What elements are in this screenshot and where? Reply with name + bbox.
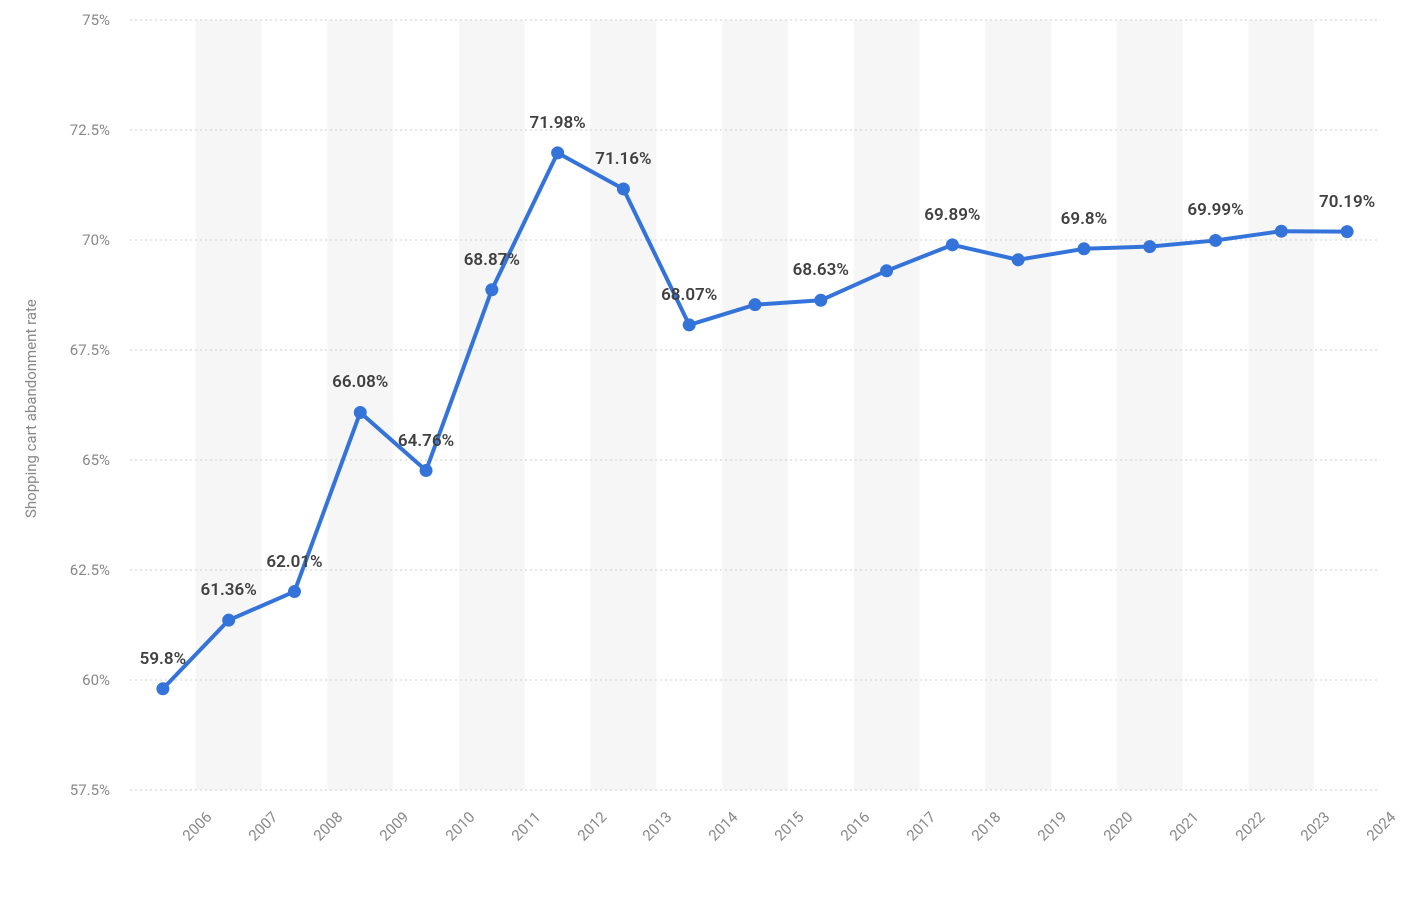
data-point-label: 69.99%: [1187, 200, 1243, 220]
y-tick-label: 62.5%: [0, 561, 110, 579]
data-point-label: 69.89%: [924, 205, 980, 225]
y-axis-title: Shopping cart abandonment rate: [22, 299, 40, 518]
data-point-label: 66.08%: [332, 372, 388, 392]
data-point-label: 69.8%: [1061, 209, 1108, 229]
chart-svg: [0, 0, 1401, 898]
data-point-label: 68.87%: [464, 250, 520, 270]
data-point-label: 71.98%: [530, 113, 586, 133]
y-tick-label: 57.5%: [0, 781, 110, 799]
data-point-label: 68.63%: [793, 260, 849, 280]
y-tick-label: 72.5%: [0, 121, 110, 139]
data-point-label: 62.01%: [266, 552, 322, 572]
data-point-label: 71.16%: [595, 149, 651, 169]
y-tick-label: 60%: [0, 671, 110, 689]
y-tick-label: 75%: [0, 11, 110, 29]
y-tick-label: 67.5%: [0, 341, 110, 359]
data-point-label: 68.07%: [661, 285, 717, 305]
line-chart: Shopping cart abandonment rate 57.5% 60% 6…: [0, 0, 1401, 898]
data-point-label: 61.36%: [201, 580, 257, 600]
data-point-label: 70.19%: [1319, 192, 1375, 212]
data-point-label: 64.76%: [398, 431, 454, 451]
y-tick-label: 65%: [0, 451, 110, 469]
data-point-label: 59.8%: [140, 649, 187, 669]
y-tick-label: 70%: [0, 231, 110, 249]
